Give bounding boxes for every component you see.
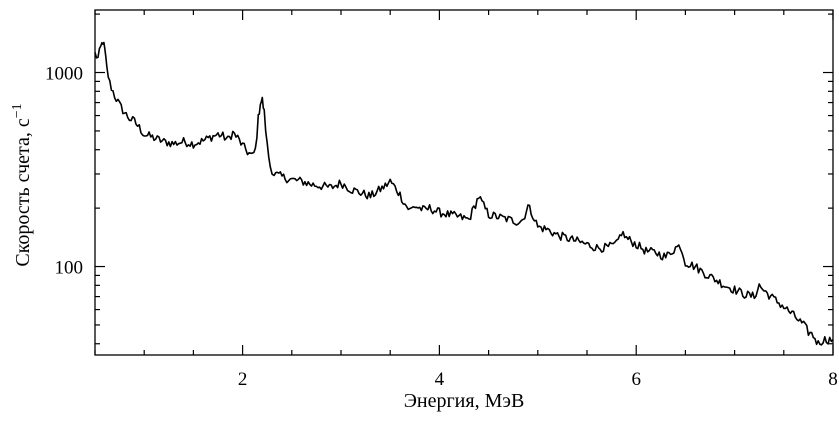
y-axis-label-superscript: −1 [10, 103, 25, 118]
plot-frame [94, 9, 834, 356]
x-tick-label: 8 [828, 369, 838, 390]
x-axis-tick-labels: 2 4 6 8 [238, 369, 838, 390]
x-tick-label: 4 [435, 369, 445, 390]
y-axis-ticks [95, 13, 833, 345]
series-line-count-rate [94, 41, 834, 346]
x-tick-label: 6 [631, 369, 641, 390]
x-tick-label: 2 [238, 369, 248, 390]
y-axis-label: Скорость счета, с−1 [10, 103, 34, 266]
y-tick-label: 1000 [45, 64, 83, 85]
y-axis-tick-labels: 100 1000 [45, 64, 83, 279]
x-axis-label: Энергия, МэВ [404, 390, 525, 412]
x-axis-ticks [94, 10, 834, 355]
y-axis-label-text: Скорость счета, с [12, 118, 34, 267]
y-tick-label: 100 [55, 258, 84, 279]
